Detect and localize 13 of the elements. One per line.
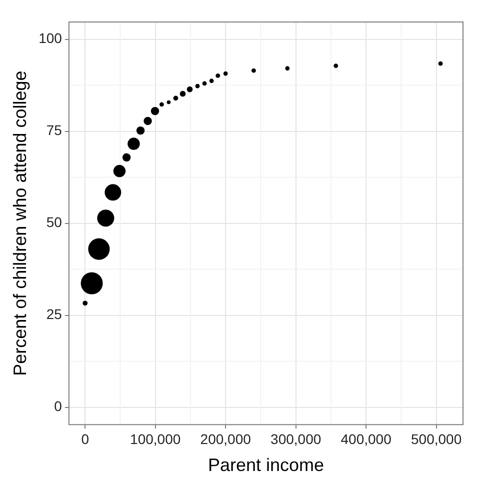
y-axis-title: Percent of children who attend college: [10, 70, 30, 376]
y-tick-label: 75: [46, 122, 62, 138]
y-tick-label: 25: [46, 306, 62, 322]
x-tick-label: 0: [81, 430, 90, 447]
y-tick-label: 50: [46, 214, 62, 230]
y-tick-label: 100: [38, 30, 62, 46]
x-tick-label: 400,000: [340, 430, 392, 447]
x-axis-title: Parent income: [208, 455, 324, 476]
x-tick-label: 500,000: [411, 430, 462, 447]
x-tick-label: 100,000: [130, 430, 181, 447]
x-tick-label: 200,000: [200, 430, 252, 447]
y-tick-label: 0: [54, 398, 62, 414]
x-tick-label: 300,000: [270, 430, 322, 447]
